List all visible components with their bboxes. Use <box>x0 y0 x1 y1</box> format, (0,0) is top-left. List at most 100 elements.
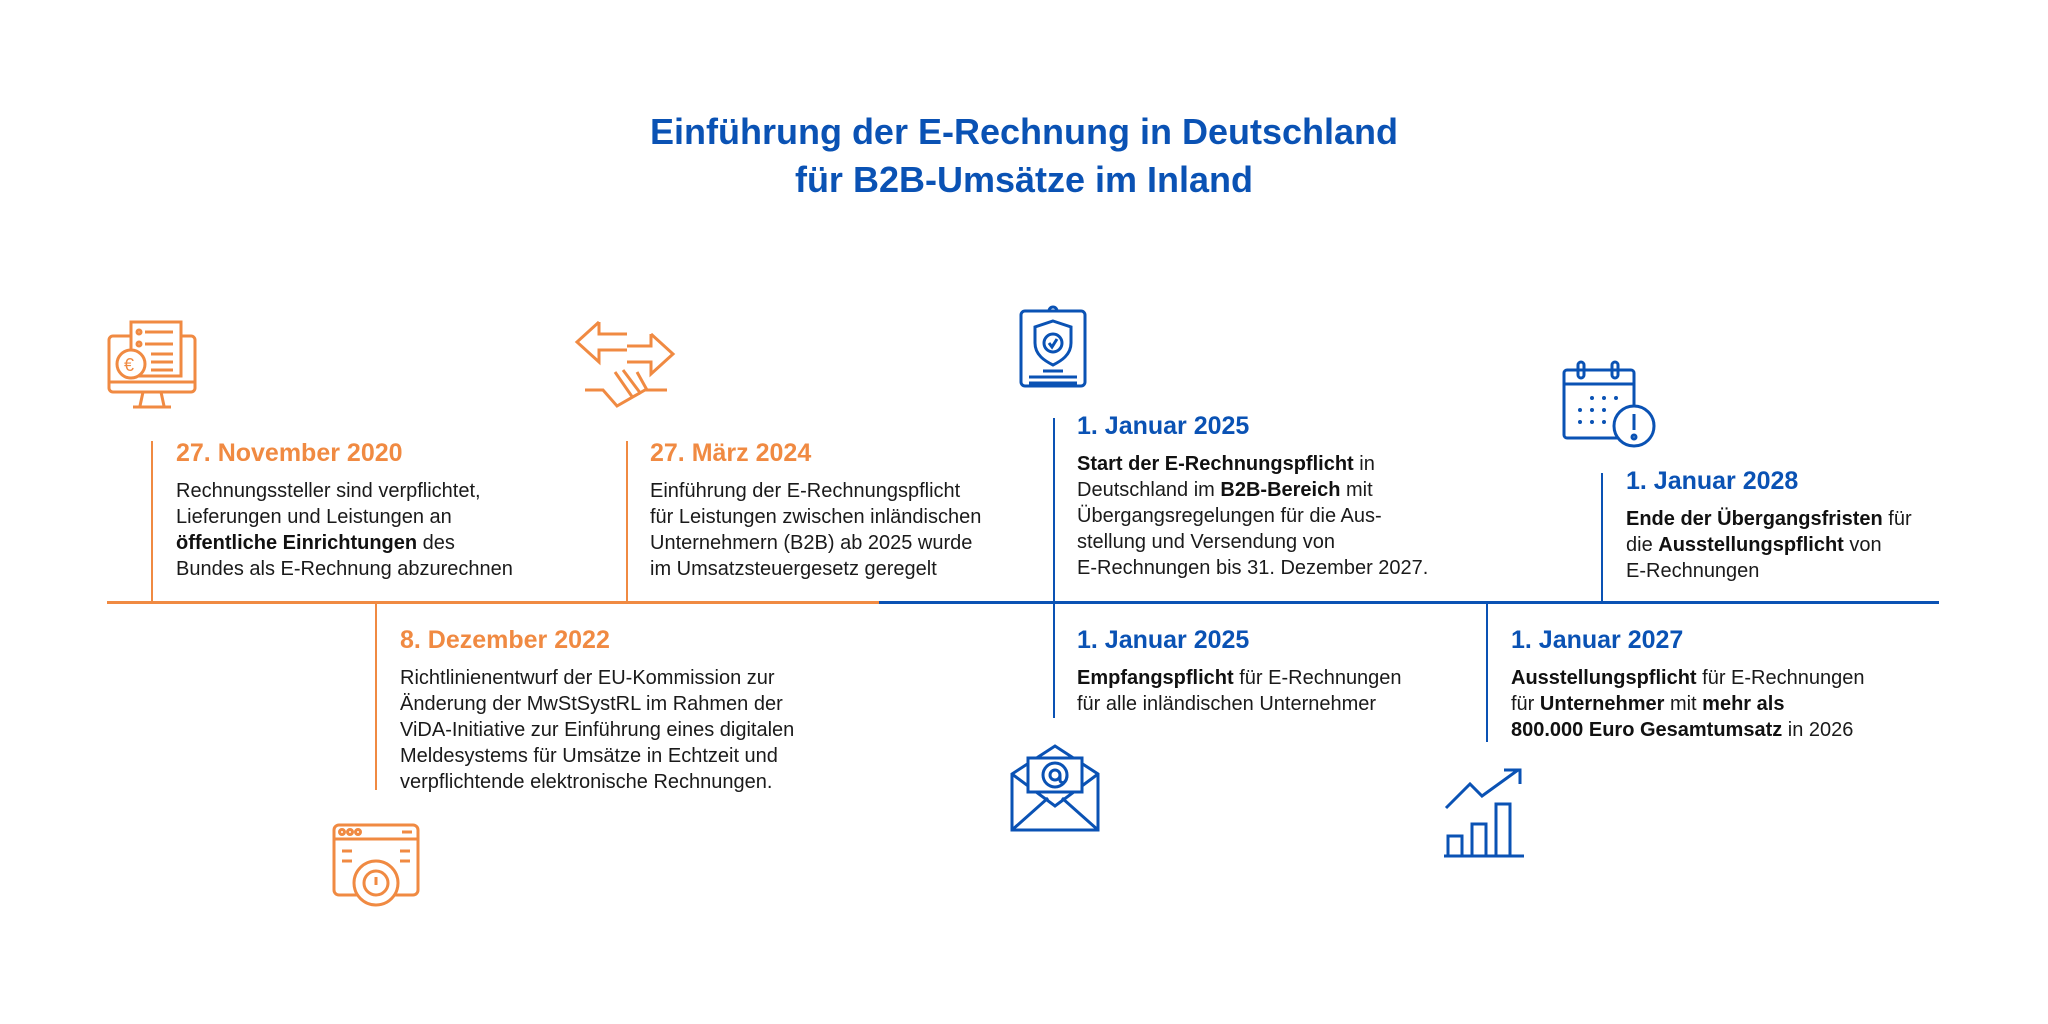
timeline-event: 27. März 2024 Einführung der E-Rechnungsp… <box>650 438 981 582</box>
bold-text: öffentliche Einrichtungen <box>176 532 418 554</box>
description-line: Bundes als E-Rechnung abzurechnen <box>176 556 513 582</box>
event-description: Start der E-Rechnungspflicht in Deutschla… <box>1077 451 1428 581</box>
event-description: Richtlinienentwurf der EU-Kommission zur… <box>400 665 794 795</box>
event-description: Einführung der E-Rechnungspflicht für Lei… <box>650 478 981 582</box>
description-line: Ende der Übergangsfristen für <box>1626 506 1912 532</box>
timeline-event: 1. Januar 2028 Ende der Übergangsfristen … <box>1626 466 1912 584</box>
description-line: E-Rechnungen <box>1626 558 1912 584</box>
event-date: 1. Januar 2028 <box>1626 467 1799 495</box>
text: für E-Rechnungen <box>1696 667 1865 689</box>
page-title: Einführung der E-Rechnung in Deutschland… <box>0 108 2048 204</box>
description-line: Änderung der MwStSystRL im Rahmen der <box>400 691 794 717</box>
text: Änderung der MwStSystRL im Rahmen der <box>400 693 783 715</box>
description-line: Einführung der E-Rechnungspflicht <box>650 478 981 504</box>
event-connector-line <box>1601 473 1603 602</box>
event-connector-line <box>1053 418 1055 602</box>
text: Unternehmern (B2B) ab 2025 wurde <box>650 532 973 554</box>
text: für Leistungen zwischen inländischen <box>650 506 982 528</box>
text: Richtlinienentwurf der EU-Kommission zur <box>400 667 775 689</box>
text: ViDA-Initiative zur Einführung eines dig… <box>400 719 795 741</box>
description-line: Meldesystems für Umsätze in Echtzeit und <box>400 743 794 769</box>
event-connector-line <box>1486 602 1488 742</box>
timeline-axis-blue <box>879 601 1939 604</box>
timeline-event: 1. Januar 2025 Start der E-Rechnungspflic… <box>1077 411 1428 581</box>
envelope-at-icon <box>1010 744 1100 834</box>
description-line: Start der E-Rechnungspflicht in <box>1077 451 1428 477</box>
description-line: öffentliche Einrichtungen des <box>176 530 513 556</box>
description-line: 800.000 Euro Gesamtumsatz in 2026 <box>1511 717 1864 743</box>
timeline-event: 1. Januar 2025 Empfangspflicht für E-Rech… <box>1077 625 1402 717</box>
monitor-euro-invoice-icon: € <box>107 320 197 410</box>
title-line-2: für B2B-Umsätze im Inland <box>794 159 1254 200</box>
text: Lieferungen und Leistungen an <box>176 506 452 528</box>
growth-chart-icon <box>1444 768 1526 858</box>
text: E-Rechnungen <box>1626 560 1760 582</box>
event-date: 27. November 2020 <box>176 439 403 467</box>
description-line: Empfangspflicht für E-Rechnungen <box>1077 665 1402 691</box>
timeline-event: 27. November 2020 Rechnungssteller sind v… <box>176 438 513 582</box>
text: des <box>417 532 455 554</box>
text: mit <box>1340 479 1373 501</box>
text: in 2026 <box>1782 719 1854 741</box>
event-description: Ende der Übergangsfristen für die Ausstel… <box>1626 506 1912 584</box>
description-line: für Leistungen zwischen inländischen <box>650 504 981 530</box>
timeline-axis-orange <box>107 601 879 604</box>
description-line: Lieferungen und Leistungen an <box>176 504 513 530</box>
text: für <box>1511 693 1540 715</box>
event-connector-line <box>375 602 377 790</box>
text: im Umsatzsteuergesetz geregelt <box>650 558 937 580</box>
description-line: die Ausstellungspflicht von <box>1626 532 1912 558</box>
text: mit <box>1664 693 1703 715</box>
description-line: Übergangsregelungen für die Aus- <box>1077 503 1428 529</box>
text: Bundes als E-Rechnung abzurechnen <box>176 558 513 580</box>
event-date: 1. Januar 2027 <box>1511 626 1684 654</box>
description-line: verpflichtende elektronische Rechnungen. <box>400 769 794 795</box>
description-line: für Unternehmer mit mehr als <box>1511 691 1864 717</box>
event-connector-line <box>151 441 153 602</box>
text: in <box>1353 453 1375 475</box>
timeline-event: 8. Dezember 2022 Richtlinienentwurf der E… <box>400 625 794 795</box>
event-description: Rechnungssteller sind verpflichtet, Liefe… <box>176 478 513 582</box>
text: Rechnungssteller sind verpflichtet, <box>176 480 481 502</box>
event-date: 1. Januar 2025 <box>1077 626 1250 654</box>
timeline-event: 1. Januar 2027 Ausstellungspflicht für E-… <box>1511 625 1864 743</box>
description-line: Richtlinienentwurf der EU-Kommission zur <box>400 665 794 691</box>
text: von <box>1843 534 1882 556</box>
bold-text: 800.000 Euro Gesamtumsatz <box>1511 719 1783 741</box>
description-line: ViDA-Initiative zur Einführung eines dig… <box>400 717 794 743</box>
bold-text: Ausstellungspflicht <box>1511 667 1697 689</box>
title-line-1: Einführung der E-Rechnung in Deutschland <box>649 111 1398 152</box>
bold-text: Ende der Übergangsfristen <box>1626 508 1883 530</box>
bold-text: mehr als <box>1702 693 1785 715</box>
calendar-alert-icon <box>1562 360 1656 450</box>
text: Meldesystems für Umsätze in Echtzeit und <box>400 745 778 767</box>
event-connector-line <box>626 441 628 602</box>
browser-gear-icon <box>332 823 420 911</box>
clipboard-shield-icon <box>1019 303 1087 388</box>
text: für E-Rechnungen <box>1233 667 1402 689</box>
description-line: Ausstellungspflicht für E-Rechnungen <box>1511 665 1864 691</box>
text: stellung und Versendung von <box>1077 531 1335 553</box>
text: Deutschland im <box>1077 479 1221 501</box>
description-line: Deutschland im B2B-Bereich mit <box>1077 477 1428 503</box>
description-line: Unternehmern (B2B) ab 2025 wurde <box>650 530 981 556</box>
description-line: E-Rechnungen bis 31. Dezember 2027. <box>1077 555 1428 581</box>
svg-text:€: € <box>124 355 134 375</box>
text: Einführung der E-Rechnungspflicht <box>650 480 961 502</box>
text: für alle inländischen Unternehmer <box>1077 693 1377 715</box>
text: verpflichtende elektronische Rechnungen. <box>400 771 773 793</box>
text: E-Rechnungen bis 31. Dezember 2027. <box>1077 557 1429 579</box>
bold-text: Ausstellungspflicht <box>1658 534 1844 556</box>
description-line: im Umsatzsteuergesetz geregelt <box>650 556 981 582</box>
bold-text: Unternehmer <box>1539 693 1665 715</box>
event-description: Ausstellungspflicht für E-Rechnungen für … <box>1511 665 1864 743</box>
bold-text: Start der E-Rechnungspflicht <box>1077 453 1354 475</box>
description-line: Rechnungssteller sind verpflichtet, <box>176 478 513 504</box>
description-line: stellung und Versendung von <box>1077 529 1428 555</box>
event-date: 27. März 2024 <box>650 439 812 467</box>
text: Übergangsregelungen für die Aus- <box>1077 505 1382 527</box>
event-date: 8. Dezember 2022 <box>400 626 610 654</box>
bold-text: B2B-Bereich <box>1220 479 1341 501</box>
handshake-arrows-icon <box>574 320 676 408</box>
bold-text: Empfangspflicht <box>1077 667 1234 689</box>
